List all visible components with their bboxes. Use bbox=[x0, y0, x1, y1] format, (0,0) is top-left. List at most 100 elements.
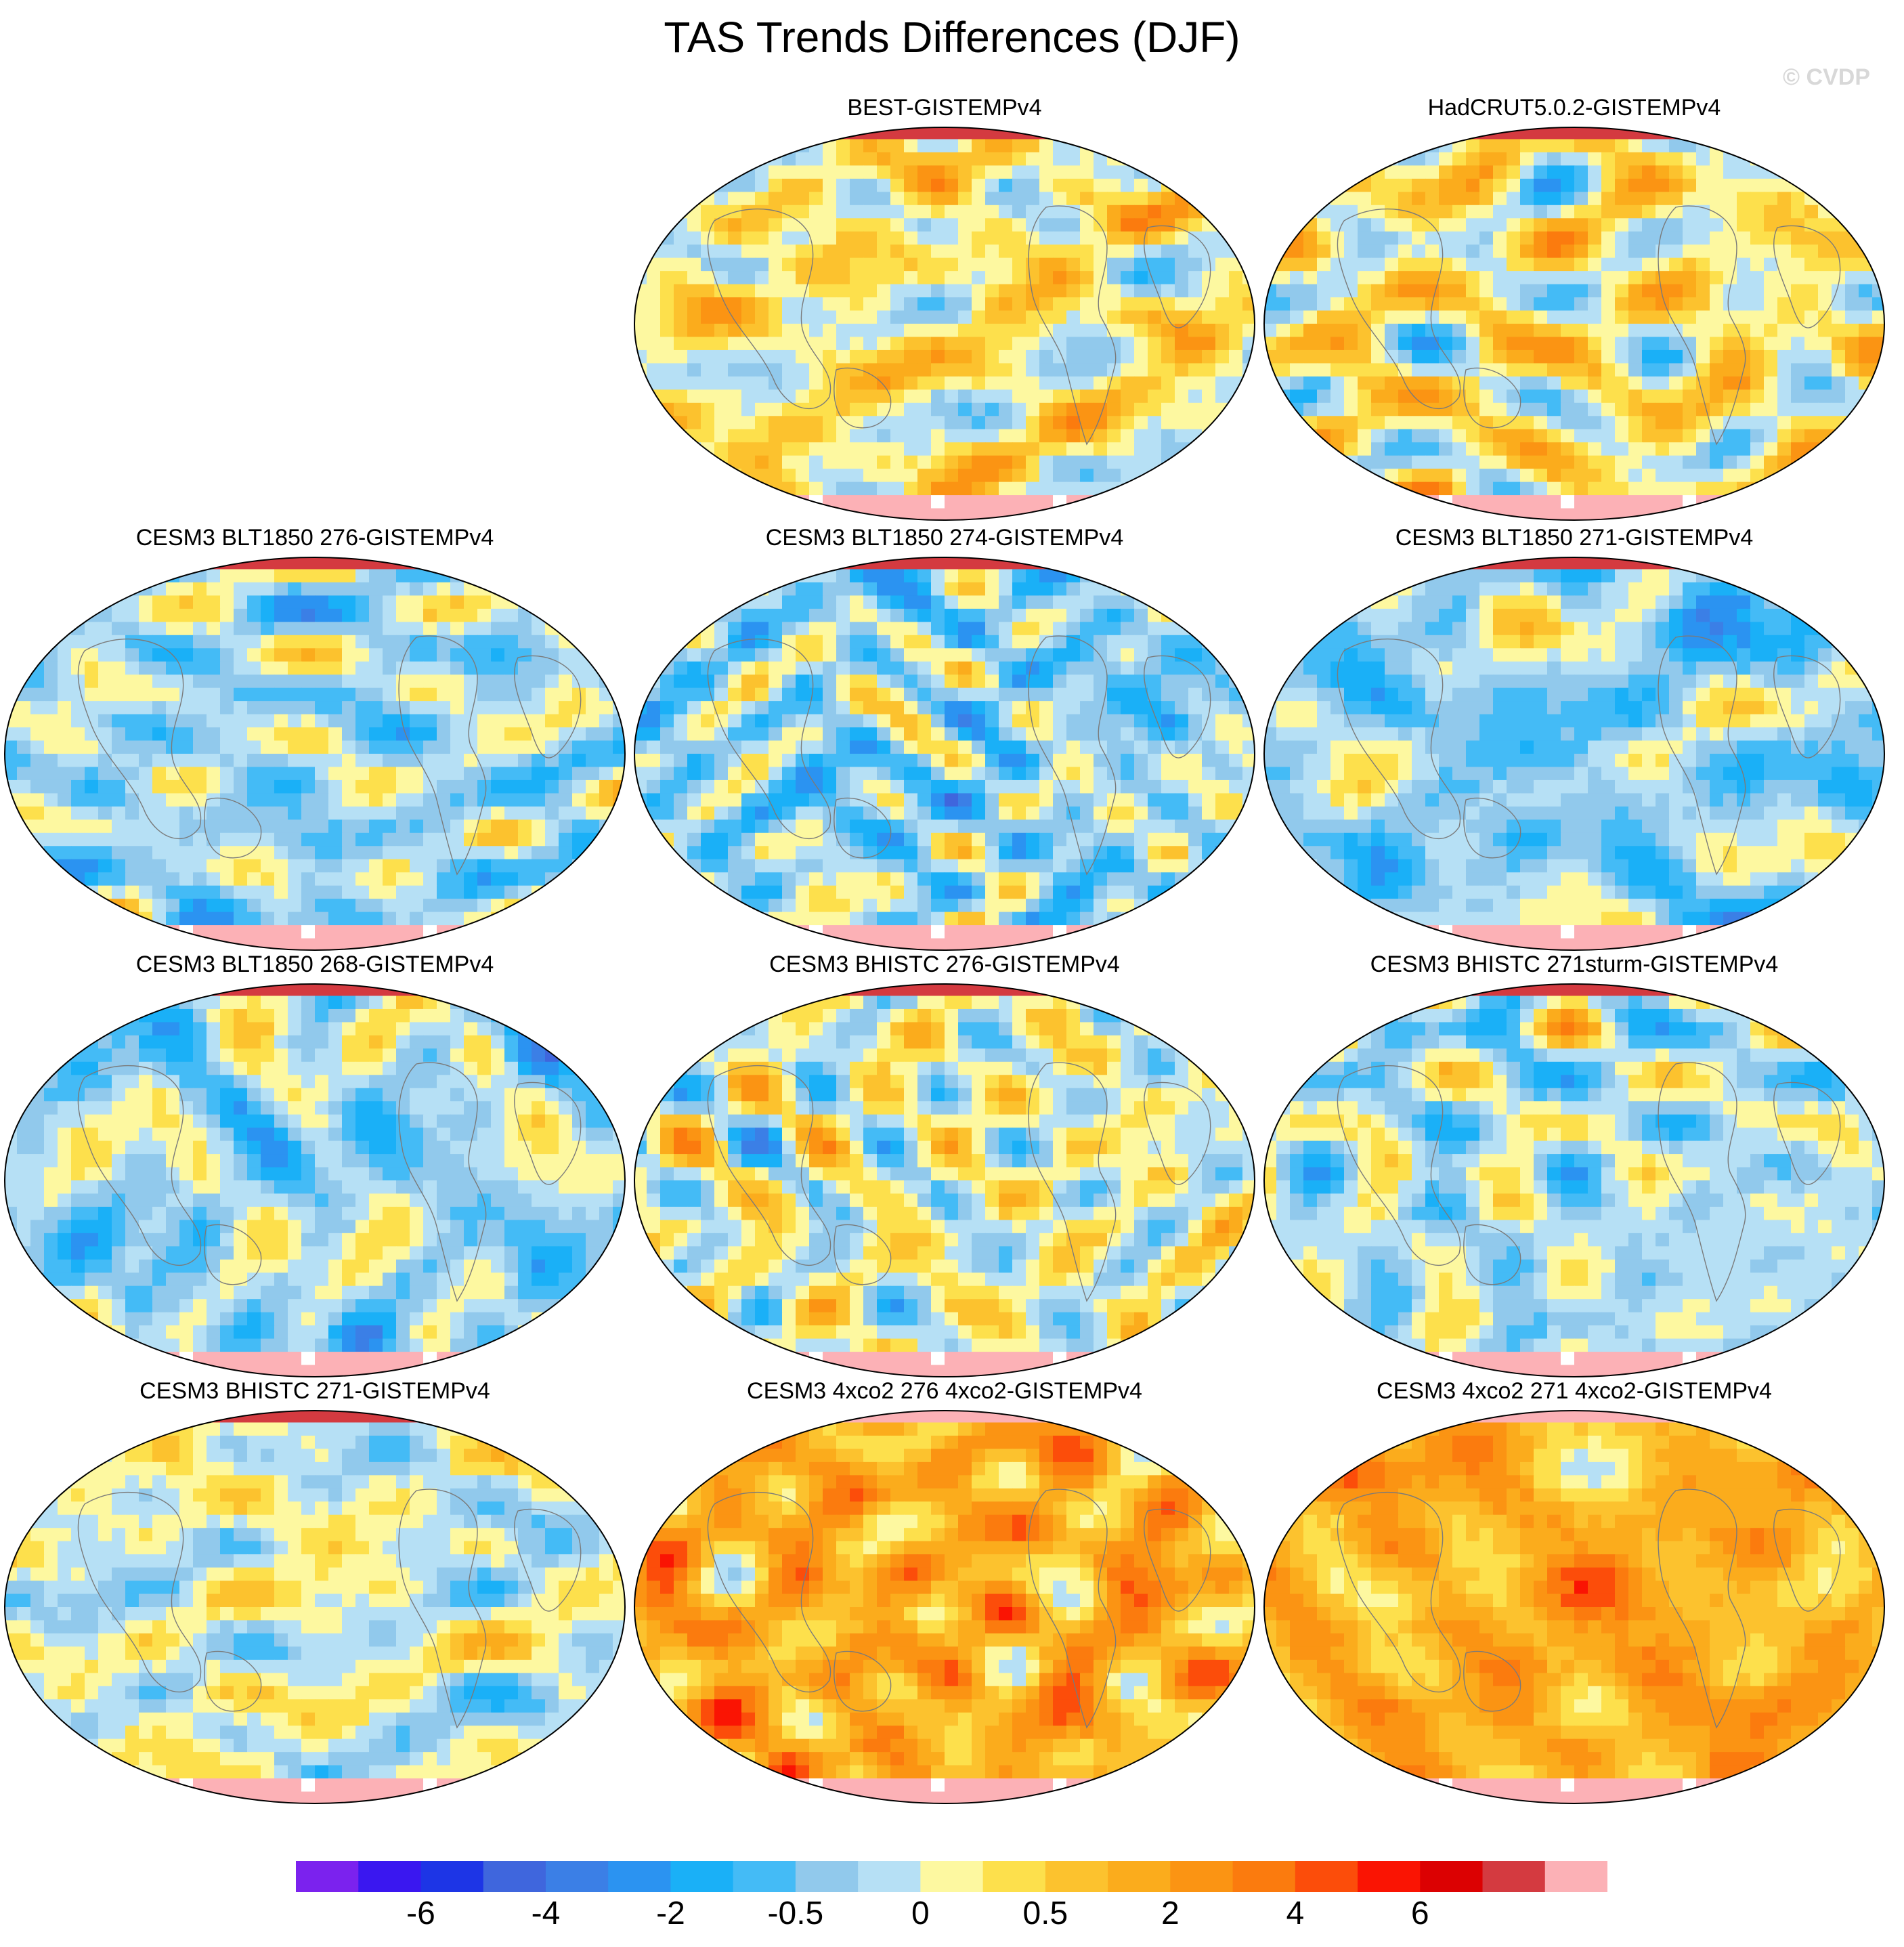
robinson-map bbox=[4, 1410, 626, 1804]
coastline bbox=[1337, 205, 1841, 446]
map-border bbox=[1263, 983, 1885, 1377]
colorbar-tick-label: 6 bbox=[1410, 1896, 1429, 1931]
colorbar-segment bbox=[1482, 1861, 1546, 1892]
coastline bbox=[77, 1062, 582, 1302]
robinson-map bbox=[1263, 557, 1885, 951]
colorbar-tick-label: 2 bbox=[1161, 1896, 1180, 1931]
colorbar-segment bbox=[420, 1861, 484, 1892]
coastline bbox=[707, 635, 1211, 876]
panel-title: HadCRUT5.0.2-GISTEMPv4 bbox=[1427, 95, 1721, 121]
colorbar-segment bbox=[1232, 1861, 1296, 1892]
figure-title: TAS Trends Differences (DJF) bbox=[664, 13, 1240, 62]
trend-field bbox=[634, 984, 1255, 1377]
colorbar-tick-label: -6 bbox=[406, 1896, 435, 1931]
robinson-map bbox=[634, 1410, 1255, 1804]
map-panel: CESM3 BLT1850 276-GISTEMPv4 bbox=[0, 525, 630, 958]
coastline bbox=[1337, 1489, 1841, 1729]
coastline bbox=[707, 1062, 1211, 1302]
map-border bbox=[4, 557, 626, 951]
map-panel: CESM3 BLT1850 274-GISTEMPv4 bbox=[630, 525, 1259, 958]
colorbar-segment bbox=[670, 1861, 734, 1892]
trend-field bbox=[5, 984, 625, 1377]
trend-field bbox=[634, 127, 1255, 520]
map-border bbox=[634, 127, 1255, 521]
colorbar-segment bbox=[358, 1861, 421, 1892]
colorbar-segment bbox=[858, 1861, 921, 1892]
map-panel: CESM3 BLT1850 271-GISTEMPv4 bbox=[1259, 525, 1889, 958]
trend-field bbox=[1264, 984, 1884, 1377]
map-border bbox=[1263, 557, 1885, 951]
coastline bbox=[707, 1489, 1211, 1729]
map-border bbox=[1263, 1410, 1885, 1804]
map-panel: HadCRUT5.0.2-GISTEMPv4 bbox=[1259, 95, 1889, 528]
colorbar-tick-label: -4 bbox=[531, 1896, 561, 1931]
coastline bbox=[77, 1489, 582, 1729]
trend-field bbox=[1264, 557, 1884, 950]
map-panel: CESM3 BHISTC 271sturm-GISTEMPv4 bbox=[1259, 951, 1889, 1385]
coastline bbox=[77, 635, 582, 876]
colorbar-segment bbox=[795, 1861, 859, 1892]
map-panel: CESM3 BHISTC 271-GISTEMPv4 bbox=[0, 1378, 630, 1812]
trend-field bbox=[1264, 1411, 1884, 1803]
map-panel: BEST-GISTEMPv4 bbox=[630, 95, 1259, 528]
colorbar-tick-label: -2 bbox=[656, 1896, 685, 1931]
map-panel: CESM3 4xco2 276 4xco2-GISTEMPv4 bbox=[630, 1378, 1259, 1812]
colorbar-segment bbox=[920, 1861, 984, 1892]
robinson-map bbox=[634, 557, 1255, 951]
map-border bbox=[634, 983, 1255, 1377]
coastline bbox=[1337, 635, 1841, 876]
colorbar-segment bbox=[1544, 1861, 1607, 1892]
trend-field bbox=[634, 1411, 1255, 1803]
map-panel: CESM3 BHISTC 276-GISTEMPv4 bbox=[630, 951, 1259, 1385]
colorbar-segment bbox=[545, 1861, 609, 1892]
colorbar-segment bbox=[1045, 1861, 1108, 1892]
panel-title: CESM3 BLT1850 274-GISTEMPv4 bbox=[765, 525, 1124, 551]
robinson-map bbox=[1263, 983, 1885, 1377]
robinson-map bbox=[634, 983, 1255, 1377]
colorbar-segment bbox=[1295, 1861, 1358, 1892]
colorbar-segment bbox=[1420, 1861, 1484, 1892]
trend-field bbox=[634, 557, 1255, 950]
colorbar-tick-label: 4 bbox=[1286, 1896, 1305, 1931]
map-panel: CESM3 BLT1850 268-GISTEMPv4 bbox=[0, 951, 630, 1385]
colorbar-segment bbox=[1170, 1861, 1234, 1892]
panel-title: CESM3 BHISTC 271sturm-GISTEMPv4 bbox=[1370, 951, 1779, 977]
trend-field bbox=[5, 1411, 625, 1803]
colorbar-tick-label: 0.5 bbox=[1022, 1896, 1068, 1931]
robinson-map bbox=[4, 557, 626, 951]
panel-title: CESM3 BLT1850 271-GISTEMPv4 bbox=[1395, 525, 1754, 551]
colorbar bbox=[296, 1861, 1607, 1892]
coastline bbox=[707, 205, 1211, 446]
map-border bbox=[4, 1410, 626, 1804]
robinson-map bbox=[1263, 127, 1885, 521]
colorbar-segment bbox=[982, 1861, 1046, 1892]
colorbar-segment bbox=[1108, 1861, 1171, 1892]
panel-title: CESM3 4xco2 276 4xco2-GISTEMPv4 bbox=[747, 1378, 1142, 1404]
colorbar-labels: -6 -4 -2 -0.5 0 0.5 2 4 6 bbox=[0, 1895, 1904, 1942]
map-border bbox=[1263, 127, 1885, 521]
trend-field bbox=[5, 557, 625, 950]
panel-title: CESM3 BLT1850 276-GISTEMPv4 bbox=[135, 525, 494, 551]
panel-title: CESM3 BHISTC 271-GISTEMPv4 bbox=[139, 1378, 490, 1404]
map-border bbox=[4, 983, 626, 1377]
map-panel: CESM3 4xco2 271 4xco2-GISTEMPv4 bbox=[1259, 1378, 1889, 1812]
colorbar-segment bbox=[608, 1861, 671, 1892]
trend-field bbox=[1264, 127, 1884, 520]
colorbar-segment bbox=[483, 1861, 546, 1892]
map-border bbox=[634, 557, 1255, 951]
colorbar-tick-label: 0 bbox=[911, 1896, 930, 1931]
robinson-map bbox=[634, 127, 1255, 521]
colorbar-segment bbox=[733, 1861, 796, 1892]
panel-title: CESM3 4xco2 271 4xco2-GISTEMPv4 bbox=[1377, 1378, 1772, 1404]
robinson-map bbox=[4, 983, 626, 1377]
map-border bbox=[634, 1410, 1255, 1804]
panel-title: CESM3 BHISTC 276-GISTEMPv4 bbox=[769, 951, 1120, 977]
robinson-map bbox=[1263, 1410, 1885, 1804]
panel-title: BEST-GISTEMPv4 bbox=[847, 95, 1042, 121]
colorbar-segment bbox=[296, 1861, 359, 1892]
panel-title: CESM3 BLT1850 268-GISTEMPv4 bbox=[135, 951, 494, 977]
coastline bbox=[1337, 1062, 1841, 1302]
colorbar-segment bbox=[1358, 1861, 1421, 1892]
colorbar-tick-label: -0.5 bbox=[767, 1896, 824, 1931]
watermark: © CVDP bbox=[1783, 64, 1870, 90]
